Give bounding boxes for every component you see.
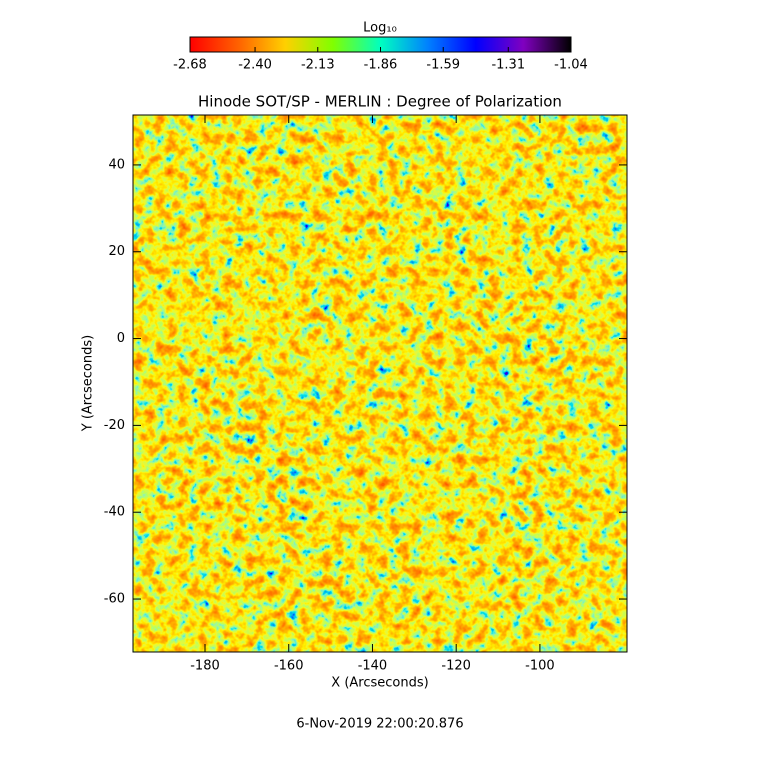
y-tick-label: -60 [104,592,125,607]
y-tick-label: 40 [108,157,125,172]
colorbar-tick-label: -1.04 [554,58,588,73]
x-tick-label: -160 [274,659,304,674]
x-tick-label: -180 [190,659,220,674]
colorbar-tick-label: -1.31 [491,58,525,73]
y-tick-label: -40 [104,505,125,520]
plot-frame [132,114,628,653]
colorbar-tick-label: -2.40 [238,58,272,73]
x-tick-label: -120 [441,659,471,674]
chart-title: Hinode SOT/SP - MERLIN : Degree of Polar… [198,93,562,111]
colorbar-tick-label: -1.86 [364,58,398,73]
x-tick-label: -140 [358,659,388,674]
x-axis-label: X (Arcseconds) [331,676,428,691]
timestamp: 6-Nov-2019 22:00:20.876 [296,717,463,732]
colorbar-tick-label: -2.68 [173,58,207,73]
colorbar-label: Log₁₀ [363,21,397,36]
colorbar-tick-label: -2.13 [301,58,335,73]
y-tick-label: 0 [117,331,125,346]
y-tick-label: 20 [108,244,125,259]
y-axis-label: Y (Arcseconds) [81,335,96,432]
x-tick-label: -100 [525,659,555,674]
y-tick-label: -20 [104,418,125,433]
colorbar-tick-label: -1.59 [426,58,460,73]
heatmap-image [133,115,627,652]
